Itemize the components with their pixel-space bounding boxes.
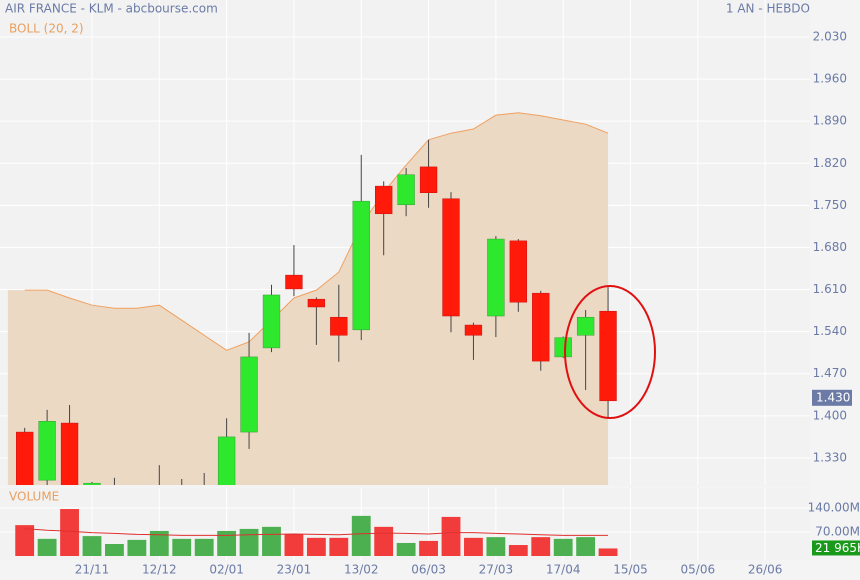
highlight-ellipse [564,285,656,419]
bollinger-upper [24,112,609,351]
y-tick-label: 2.030 [813,29,847,43]
volume-bar [217,530,237,556]
candle-body [576,316,595,336]
volume-bar [306,537,326,556]
volume-bar [15,525,35,556]
volume-label: VOLUME [9,490,59,504]
volume-bar [194,538,214,556]
period: 1 AN - HEBDO [726,2,810,16]
volume-bar [60,509,79,556]
last-price-box [812,389,852,406]
bollinger-label: BOLL (20, 2) [9,22,84,36]
candle-body [599,310,617,402]
x-tick-label: 27/03 [479,563,514,577]
y-tick-label: 70.00M [815,524,860,538]
volume-bar [464,537,483,556]
candle-body [352,200,370,331]
y-tick-label: 140.00M [808,500,860,514]
x-tick-label: 06/03 [411,563,446,577]
candle-body [285,274,303,290]
volume-bar [172,538,192,556]
y-tick-label: 1.330 [813,450,847,464]
y-tick-label: 1.540 [813,324,847,338]
volume-bar [419,540,438,556]
candle-body [375,185,393,215]
volume-bar [329,537,349,556]
y-tick-label: 1.750 [813,198,847,212]
y-tick-label: 1.400 [813,408,847,422]
y-tick-label: 1.820 [813,156,847,170]
candle-body [83,482,101,485]
y-tick-label: 1.610 [813,282,847,296]
last-volume-box [812,540,860,556]
volume-bar [531,537,551,556]
volume-bar [105,543,124,556]
volume-bar [127,539,147,556]
x-tick-label: 02/01 [209,563,244,577]
volume-bar [149,530,169,556]
candle-body [38,421,56,481]
candle-body [509,240,527,303]
candles [16,139,617,485]
last-price-label: 1.430 [816,390,850,404]
x-tick-label: 05/06 [681,563,716,577]
x-tick-label: 23/01 [277,563,312,577]
y-tick-label: 1.470 [813,366,847,380]
candle-body [60,422,79,485]
y-tick-label: 1.680 [813,240,847,254]
x-tick-label: 26/06 [748,563,783,577]
last-volume-label: 21 965K [815,541,860,555]
volume-bar [441,516,461,556]
volume-bar [553,538,573,556]
candle-body [217,436,236,485]
candle-body [442,198,460,317]
candle-body [419,166,438,193]
candle-body [554,337,572,358]
candle-body [16,431,34,485]
candle-body [532,292,550,362]
volume-bar [486,537,506,556]
volume-bar [284,534,304,556]
volume-ma [24,528,609,536]
chart-title: AIR FRANCE - KLM - abcbourse.com [5,2,218,16]
volume-bar [508,545,528,556]
x-tick-label: 17/04 [546,563,581,577]
volume-bar [576,537,596,556]
candle-body [330,316,348,336]
candle-body [397,174,415,206]
candle-body [262,294,281,349]
volume-bar [374,526,394,556]
volume-bar [396,542,416,556]
volume-bar [262,526,281,556]
volume-bar [351,515,371,556]
y-tick-label: 1.890 [813,114,847,128]
y-tick-label: 1.960 [813,72,847,86]
x-tick-label: 21/11 [75,563,110,577]
x-tick-label: 15/05 [613,563,648,577]
x-tick-label: 12/12 [142,563,177,577]
candle-body [487,238,505,317]
volume-bar [37,538,57,556]
volume-bar [598,548,618,556]
volume-bar [82,536,102,556]
candle-body [464,324,483,336]
volume-bar [239,528,259,556]
x-tick-label: 13/02 [344,563,379,577]
candle-body [307,298,326,308]
candle-body [240,356,258,433]
